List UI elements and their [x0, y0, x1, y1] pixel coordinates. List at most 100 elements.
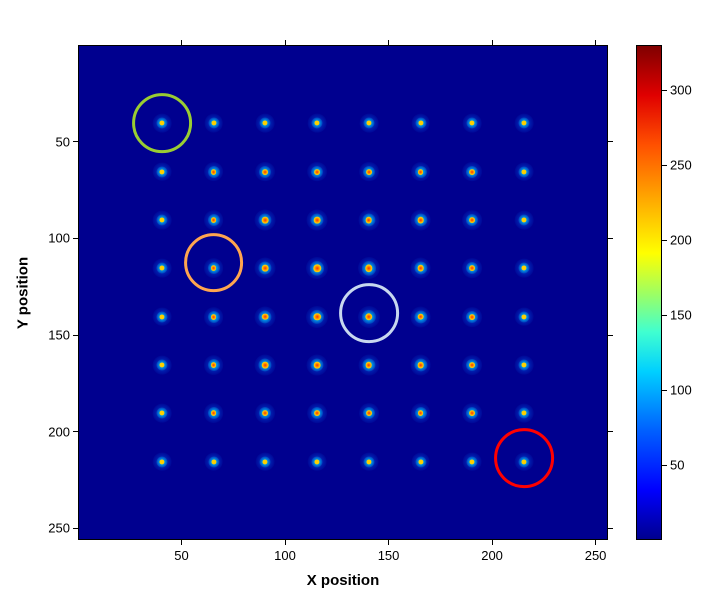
colorbar-tick [662, 390, 667, 391]
spot-mid [415, 118, 426, 129]
spot-glow [410, 258, 431, 279]
spot-core [366, 410, 372, 416]
x-tick [492, 540, 493, 545]
spot-core [366, 459, 371, 464]
spot-mid [208, 359, 220, 371]
spot-core [263, 121, 268, 126]
spot-mid [362, 213, 375, 226]
spot-glow [307, 355, 328, 376]
spot-mid [519, 408, 530, 419]
spot-core [211, 459, 216, 464]
spot-mid [259, 213, 272, 226]
x-tick-label: 50 [174, 548, 188, 563]
y-tick [608, 141, 613, 142]
colorbar-tick-label: 100 [670, 383, 692, 398]
x-tick [388, 540, 389, 545]
spot-mid [260, 118, 271, 129]
x-tick-label: 250 [585, 548, 607, 563]
spot-core [418, 410, 424, 416]
spot-core [522, 266, 527, 271]
spot-core [469, 314, 475, 320]
spot-glow [307, 162, 327, 182]
y-tick [608, 431, 613, 432]
spot-glow [308, 452, 327, 471]
spot-mid [156, 360, 167, 371]
spot-core [211, 362, 217, 368]
spot-glow [411, 403, 431, 423]
spot-core [522, 362, 527, 367]
spot-glow [256, 114, 275, 133]
spot-glow [515, 211, 534, 230]
spot-glow [152, 404, 171, 423]
y-tick [73, 431, 78, 432]
spot-mid [519, 311, 530, 322]
spot-glow [255, 162, 275, 182]
y-tick-label: 250 [48, 521, 70, 536]
spot-mid [208, 118, 219, 129]
spot-mid [466, 311, 478, 323]
spot-mid [415, 166, 427, 178]
spot-core [417, 313, 424, 320]
spot-core [262, 217, 269, 224]
spot-mid [156, 166, 167, 177]
spot-mid [467, 118, 478, 129]
spot-core [313, 265, 320, 272]
spot-glow [411, 114, 430, 133]
spot-glow [410, 355, 431, 376]
spot-mid [362, 358, 375, 371]
spot-glow [462, 210, 482, 230]
spot-glow [204, 210, 224, 230]
spot-core [159, 314, 164, 319]
spot-mid [415, 456, 426, 467]
spot-glow [463, 114, 482, 133]
spot-mid [466, 166, 478, 178]
spot-mid [311, 407, 323, 419]
x-tick-label: 100 [274, 548, 296, 563]
spot-core [366, 362, 373, 369]
spot-core [159, 362, 164, 367]
spot-glow [358, 210, 379, 231]
spot-core [211, 121, 216, 126]
spot-core [469, 169, 475, 175]
y-tick-label: 50 [56, 134, 70, 149]
spot-mid [259, 358, 272, 371]
spot-core [470, 459, 475, 464]
spot-glow [152, 307, 171, 326]
spot-glow [410, 306, 431, 327]
spot-glow [515, 162, 534, 181]
colorbar-tick [662, 90, 667, 91]
spot-mid [259, 407, 271, 419]
spot-core [211, 169, 217, 175]
colorbar-tick [662, 315, 667, 316]
spot-core [313, 313, 320, 320]
y-tick [608, 528, 613, 529]
spot-mid [363, 407, 375, 419]
colorbar-tick-label: 300 [670, 83, 692, 98]
spot-mid [362, 261, 376, 275]
x-tick [181, 40, 182, 45]
spot-glow [255, 355, 276, 376]
spot-glow [204, 162, 224, 182]
spot-glow [462, 258, 482, 278]
spot-core [211, 217, 217, 223]
x-tick [595, 40, 596, 45]
spot-mid [208, 407, 220, 419]
spot-core [418, 459, 423, 464]
y-axis-label: Y position [15, 256, 32, 328]
spot-mid [311, 358, 324, 371]
spot-glow [152, 211, 171, 230]
y-tick-label: 100 [48, 231, 70, 246]
spot-mid [519, 360, 530, 371]
spot-core [417, 265, 424, 272]
spot-mid [156, 311, 167, 322]
spot-mid [519, 166, 530, 177]
spot-mid [415, 407, 427, 419]
spot-core [262, 169, 268, 175]
spot-core [522, 314, 527, 319]
spot-core [469, 362, 475, 368]
spot-core [262, 265, 269, 272]
x-tick [388, 40, 389, 45]
spot-core [469, 217, 475, 223]
spot-glow [255, 306, 276, 327]
spot-glow [307, 403, 327, 423]
